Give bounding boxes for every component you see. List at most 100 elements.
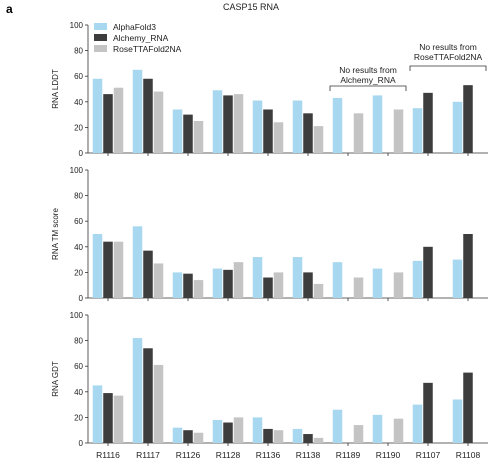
x-tick-label: R1126 xyxy=(176,450,201,460)
bar-RoseTTAFold2NA-R1128 xyxy=(233,417,244,443)
y-tick-label: 0 xyxy=(79,294,84,303)
bar-AlphaFold3-R1190 xyxy=(372,268,383,298)
bar-AlphaFold3-R1126 xyxy=(172,427,183,443)
bar-AlphaFold3-R1117 xyxy=(132,226,143,298)
legend-label: RoseTTAFold2NA xyxy=(113,44,182,54)
x-tick-label: R1116 xyxy=(96,450,120,460)
bar-Alchemy_RNA-R1128 xyxy=(223,95,233,153)
bar-RoseTTAFold2NA-R1116 xyxy=(113,241,124,298)
bar-RoseTTAFold2NA-R1190 xyxy=(393,109,404,153)
bar-RoseTTAFold2NA-R1138 xyxy=(313,126,324,153)
y-tick-label: 60 xyxy=(74,217,83,226)
bar-RoseTTAFold2NA-R1126 xyxy=(193,280,204,298)
y-tick-label: 40 xyxy=(74,388,83,397)
x-tick-label: R1107 xyxy=(416,450,441,460)
bar-AlphaFold3-R1136 xyxy=(252,100,263,153)
bar-AlphaFold3-R1117 xyxy=(132,69,143,153)
y-axis-label: RNA TM score xyxy=(51,208,60,260)
y-tick-label: 100 xyxy=(70,311,84,320)
bar-RoseTTAFold2NA-R1138 xyxy=(313,437,324,443)
y-axis-label: RNA LDDT xyxy=(51,69,60,109)
bar-AlphaFold3-R1126 xyxy=(172,272,183,298)
bar-RoseTTAFold2NA-R1128 xyxy=(233,94,244,153)
bar-AlphaFold3-R1116 xyxy=(92,385,103,443)
bar-AlphaFold3-R1138 xyxy=(292,257,303,298)
y-tick-label: 20 xyxy=(74,123,83,132)
bar-RoseTTAFold2NA-R1138 xyxy=(313,283,324,298)
y-tick-label: 80 xyxy=(74,192,83,201)
bar-AlphaFold3-R1128 xyxy=(212,419,223,443)
annotation-text: No results from xyxy=(339,65,397,75)
y-axis-label: RNA GDT xyxy=(51,361,60,397)
bar-Alchemy_RNA-R1128 xyxy=(223,269,233,298)
bar-Alchemy_RNA-R1128 xyxy=(223,422,233,443)
x-tick-label: R1136 xyxy=(256,450,281,460)
bar-Alchemy_RNA-R1138 xyxy=(303,434,313,443)
bar-Alchemy_RNA-R1108 xyxy=(463,372,473,443)
bar-Alchemy_RNA-R1116 xyxy=(103,94,113,153)
x-tick-label: R1190 xyxy=(376,450,401,460)
bar-RoseTTAFold2NA-R1136 xyxy=(273,272,284,298)
legend-label: AlphaFold3 xyxy=(113,22,156,32)
bar-Alchemy_RNA-R1126 xyxy=(183,114,193,153)
bar-RoseTTAFold2NA-R1117 xyxy=(153,364,164,443)
legend-swatch-AlphaFold3 xyxy=(94,23,107,30)
bar-AlphaFold3-R1126 xyxy=(172,109,183,153)
annotation-bracket xyxy=(409,65,487,71)
bar-Alchemy_RNA-R1117 xyxy=(143,348,153,443)
y-tick-label: 60 xyxy=(74,72,83,81)
bar-AlphaFold3-R1190 xyxy=(372,95,383,153)
bar-Alchemy_RNA-R1116 xyxy=(103,241,113,298)
bar-RoseTTAFold2NA-R1126 xyxy=(193,121,204,153)
bar-RoseTTAFold2NA-R1117 xyxy=(153,91,164,153)
bar-AlphaFold3-R1190 xyxy=(372,414,383,443)
bar-AlphaFold3-R1128 xyxy=(212,268,223,298)
bar-Alchemy_RNA-R1136 xyxy=(263,109,273,153)
bar-Alchemy_RNA-R1117 xyxy=(143,78,153,153)
bar-Alchemy_RNA-R1136 xyxy=(263,277,273,298)
bar-Alchemy_RNA-R1108 xyxy=(463,85,473,153)
bar-AlphaFold3-R1107 xyxy=(412,260,423,298)
y-tick-label: 20 xyxy=(74,268,83,277)
x-tick-label: R1189 xyxy=(336,450,361,460)
bar-AlphaFold3-R1189 xyxy=(332,409,343,443)
bar-Alchemy_RNA-R1117 xyxy=(143,250,153,298)
bar-AlphaFold3-R1116 xyxy=(92,234,103,298)
bar-RoseTTAFold2NA-R1136 xyxy=(273,122,284,153)
bar-RoseTTAFold2NA-R1116 xyxy=(113,395,124,443)
bar-AlphaFold3-R1107 xyxy=(412,108,423,153)
bar-Alchemy_RNA-R1108 xyxy=(463,234,473,298)
legend-label: Alchemy_RNA xyxy=(113,33,169,43)
y-tick-label: 60 xyxy=(74,362,83,371)
bar-RoseTTAFold2NA-R1116 xyxy=(113,87,124,153)
bar-RoseTTAFold2NA-R1117 xyxy=(153,263,164,298)
bar-RoseTTAFold2NA-R1189 xyxy=(353,425,364,443)
bar-AlphaFold3-R1108 xyxy=(452,399,463,443)
y-tick-label: 80 xyxy=(74,337,83,346)
legend-swatch-Alchemy_RNA xyxy=(94,34,107,41)
annotation-text: RoseTTAFold2NA xyxy=(414,52,483,62)
y-tick-label: 100 xyxy=(70,166,84,175)
annotation-text: No results from xyxy=(419,42,477,52)
bar-AlphaFold3-R1189 xyxy=(332,262,343,298)
bar-Alchemy_RNA-R1126 xyxy=(183,273,193,298)
y-tick-label: 0 xyxy=(79,439,84,448)
bar-AlphaFold3-R1108 xyxy=(452,101,463,153)
bar-AlphaFold3-R1136 xyxy=(252,417,263,443)
y-tick-label: 100 xyxy=(70,21,84,30)
legend-swatch-RoseTTAFold2NA xyxy=(94,45,107,52)
bar-Alchemy_RNA-R1116 xyxy=(103,393,113,443)
annotation-bracket xyxy=(329,85,407,91)
x-tick-label: R1138 xyxy=(296,450,321,460)
bar-Alchemy_RNA-R1138 xyxy=(303,272,313,298)
bar-Alchemy_RNA-R1138 xyxy=(303,113,313,153)
x-tick-label: R1117 xyxy=(136,450,160,460)
panel-letter: a xyxy=(6,2,13,16)
bar-AlphaFold3-R1189 xyxy=(332,97,343,153)
y-tick-label: 0 xyxy=(79,149,84,158)
bar-AlphaFold3-R1138 xyxy=(292,100,303,153)
bar-Alchemy_RNA-R1107 xyxy=(423,92,433,153)
bar-RoseTTAFold2NA-R1128 xyxy=(233,262,244,298)
